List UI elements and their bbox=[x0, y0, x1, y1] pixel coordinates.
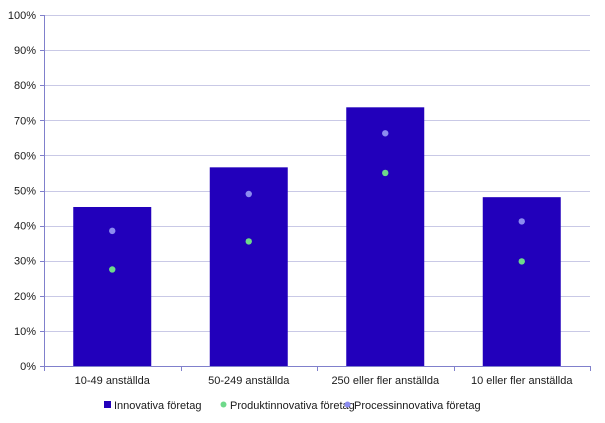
bar bbox=[482, 197, 561, 366]
legend-swatch bbox=[104, 401, 111, 408]
y-tick-label: 70% bbox=[14, 115, 36, 127]
x-tick-labels: 10-49 anställda 50-249 anställda 250 eller… bbox=[75, 375, 574, 387]
bar bbox=[346, 107, 425, 367]
legend-label: Produktinnovativa företag bbox=[230, 400, 355, 412]
y-tick-label: 30% bbox=[14, 256, 36, 268]
point-series bbox=[109, 130, 525, 273]
y-tick-label: 10% bbox=[14, 326, 36, 338]
y-tick-label: 60% bbox=[14, 150, 36, 162]
x-tick-label: 10 eller fler anställda bbox=[471, 375, 573, 387]
legend-swatch bbox=[220, 401, 227, 408]
y-tick-label: 100% bbox=[8, 10, 36, 22]
y-tick-labels: 0% 10% 20% 30% 40% 50% 60% 70% 80% 90% 100% bbox=[8, 10, 36, 373]
legend-label: Processinnovativa företag bbox=[354, 400, 481, 412]
point bbox=[382, 169, 389, 177]
point bbox=[518, 258, 525, 265]
x-tick-label: 10-49 anställda bbox=[75, 375, 151, 387]
bar-series bbox=[73, 107, 561, 367]
bar bbox=[209, 167, 288, 366]
x-tick-label: 250 eller fler anställda bbox=[331, 375, 440, 387]
legend: Innovativa företag Produktinnovativa före… bbox=[104, 400, 481, 412]
point bbox=[518, 218, 525, 225]
y-tick-label: 40% bbox=[14, 221, 36, 233]
point bbox=[109, 227, 116, 235]
legend-label: Innovativa företag bbox=[114, 400, 201, 412]
point bbox=[245, 238, 252, 245]
legend-swatch bbox=[344, 401, 351, 408]
y-tick-label: 90% bbox=[14, 45, 36, 57]
point bbox=[382, 130, 389, 137]
x-tick-label: 50-249 anställda bbox=[208, 375, 290, 387]
y-tick-label: 50% bbox=[14, 186, 36, 198]
axes bbox=[40, 15, 591, 371]
y-tick-label: 0% bbox=[20, 361, 36, 373]
y-tick-label: 80% bbox=[14, 80, 36, 92]
y-tick-label: 20% bbox=[14, 291, 36, 303]
point bbox=[109, 266, 116, 273]
point bbox=[245, 190, 252, 198]
